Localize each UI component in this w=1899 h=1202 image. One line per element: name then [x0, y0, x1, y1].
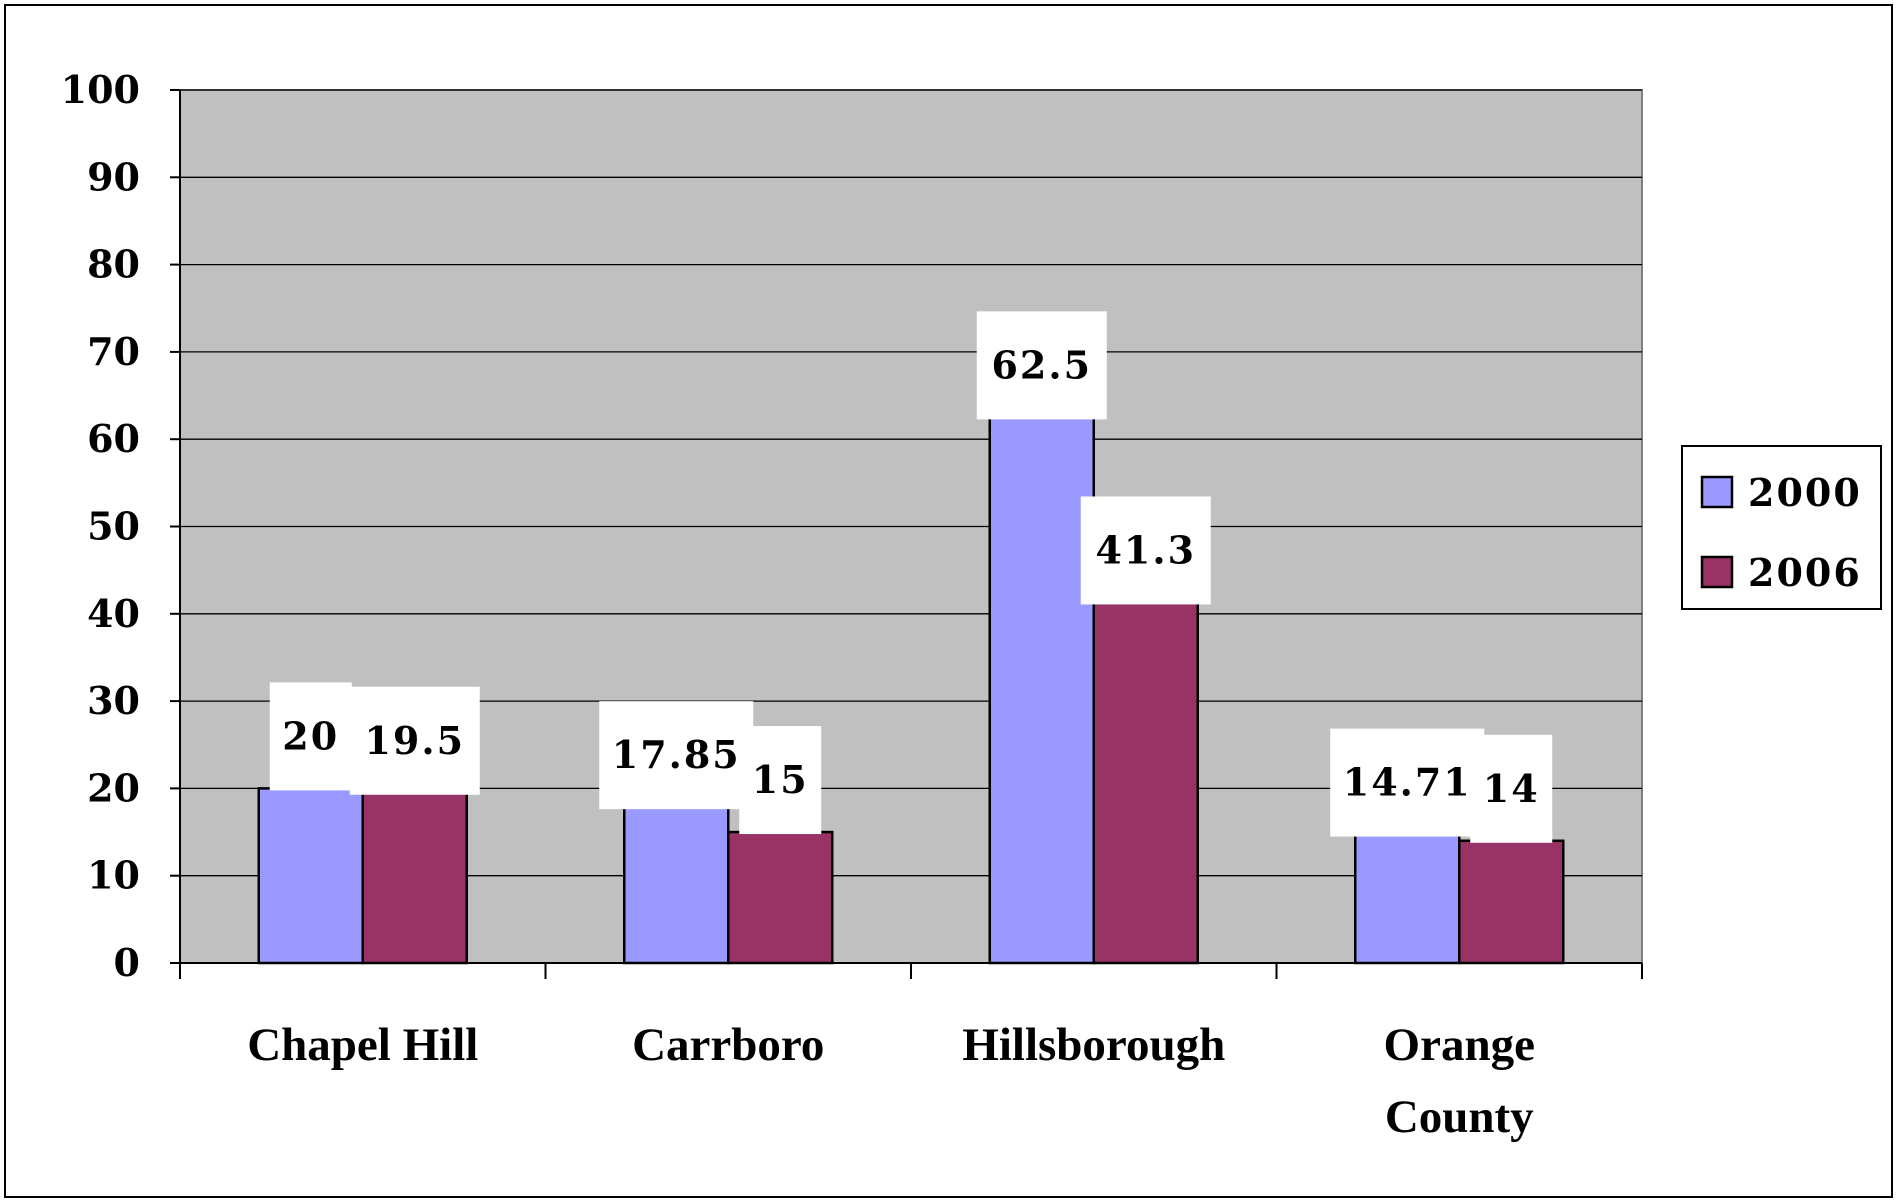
legend-label-2006: 2006: [1748, 550, 1862, 595]
y-tick-label-100: 100: [61, 67, 140, 112]
y-tick-label-10: 10: [87, 853, 140, 898]
category-label-2-0: Hillsborough: [962, 1019, 1225, 1071]
bar-2006-3: [1458, 839, 1565, 965]
y-tick-label-90: 90: [87, 154, 140, 199]
bar-2006-2: [1092, 601, 1199, 965]
y-tick-label-40: 40: [87, 591, 140, 636]
legend-swatch-2000: [1700, 475, 1734, 509]
data-label-box-2000-0: [269, 682, 352, 791]
data-label-box-2000-2: [976, 311, 1107, 420]
data-label-2000-3: 14.71: [1343, 760, 1472, 805]
legend-label-2000: 2000: [1748, 470, 1862, 515]
data-label-box-2000-1: [599, 701, 754, 810]
category-label-3-1: County: [1385, 1091, 1534, 1143]
legend-swatch-2006: [1700, 555, 1734, 589]
bar-2000-1: [623, 805, 730, 965]
data-label-box-2000-3: [1330, 728, 1485, 837]
data-label-2000-2: 62.5: [991, 342, 1092, 387]
bar-2000-0: [257, 787, 364, 965]
data-label-2006-2: 41.3: [1095, 527, 1196, 572]
bar-2006-1: [727, 830, 834, 965]
data-label-box-2006-1: [739, 726, 822, 835]
data-label-2006-0: 19.5: [364, 718, 465, 763]
category-label-1-0: Carrboro: [632, 1019, 824, 1071]
data-label-2006-1: 15: [752, 757, 809, 802]
bar-2006-0: [361, 791, 468, 965]
y-tick-label-20: 20: [87, 765, 140, 810]
y-tick-label-30: 30: [87, 678, 140, 723]
y-tick-label-50: 50: [87, 504, 140, 549]
data-label-box-2006-0: [349, 686, 480, 795]
y-tick-label-80: 80: [87, 242, 140, 287]
data-label-2000-0: 20: [282, 713, 339, 758]
y-tick-label-60: 60: [87, 416, 140, 461]
data-label-2006-3: 14: [1483, 766, 1540, 811]
bar-2000-2: [988, 416, 1095, 965]
data-label-box-2006-3: [1470, 734, 1553, 843]
category-label-0-0: Chapel Hill: [247, 1019, 478, 1071]
bar-2000-3: [1354, 833, 1461, 965]
category-label-3-0: Orange: [1384, 1019, 1535, 1071]
y-tick-label-0: 0: [114, 940, 140, 985]
data-label-2000-1: 17.85: [612, 732, 741, 777]
data-label-box-2006-2: [1080, 496, 1211, 605]
y-tick-label-70: 70: [87, 329, 140, 374]
